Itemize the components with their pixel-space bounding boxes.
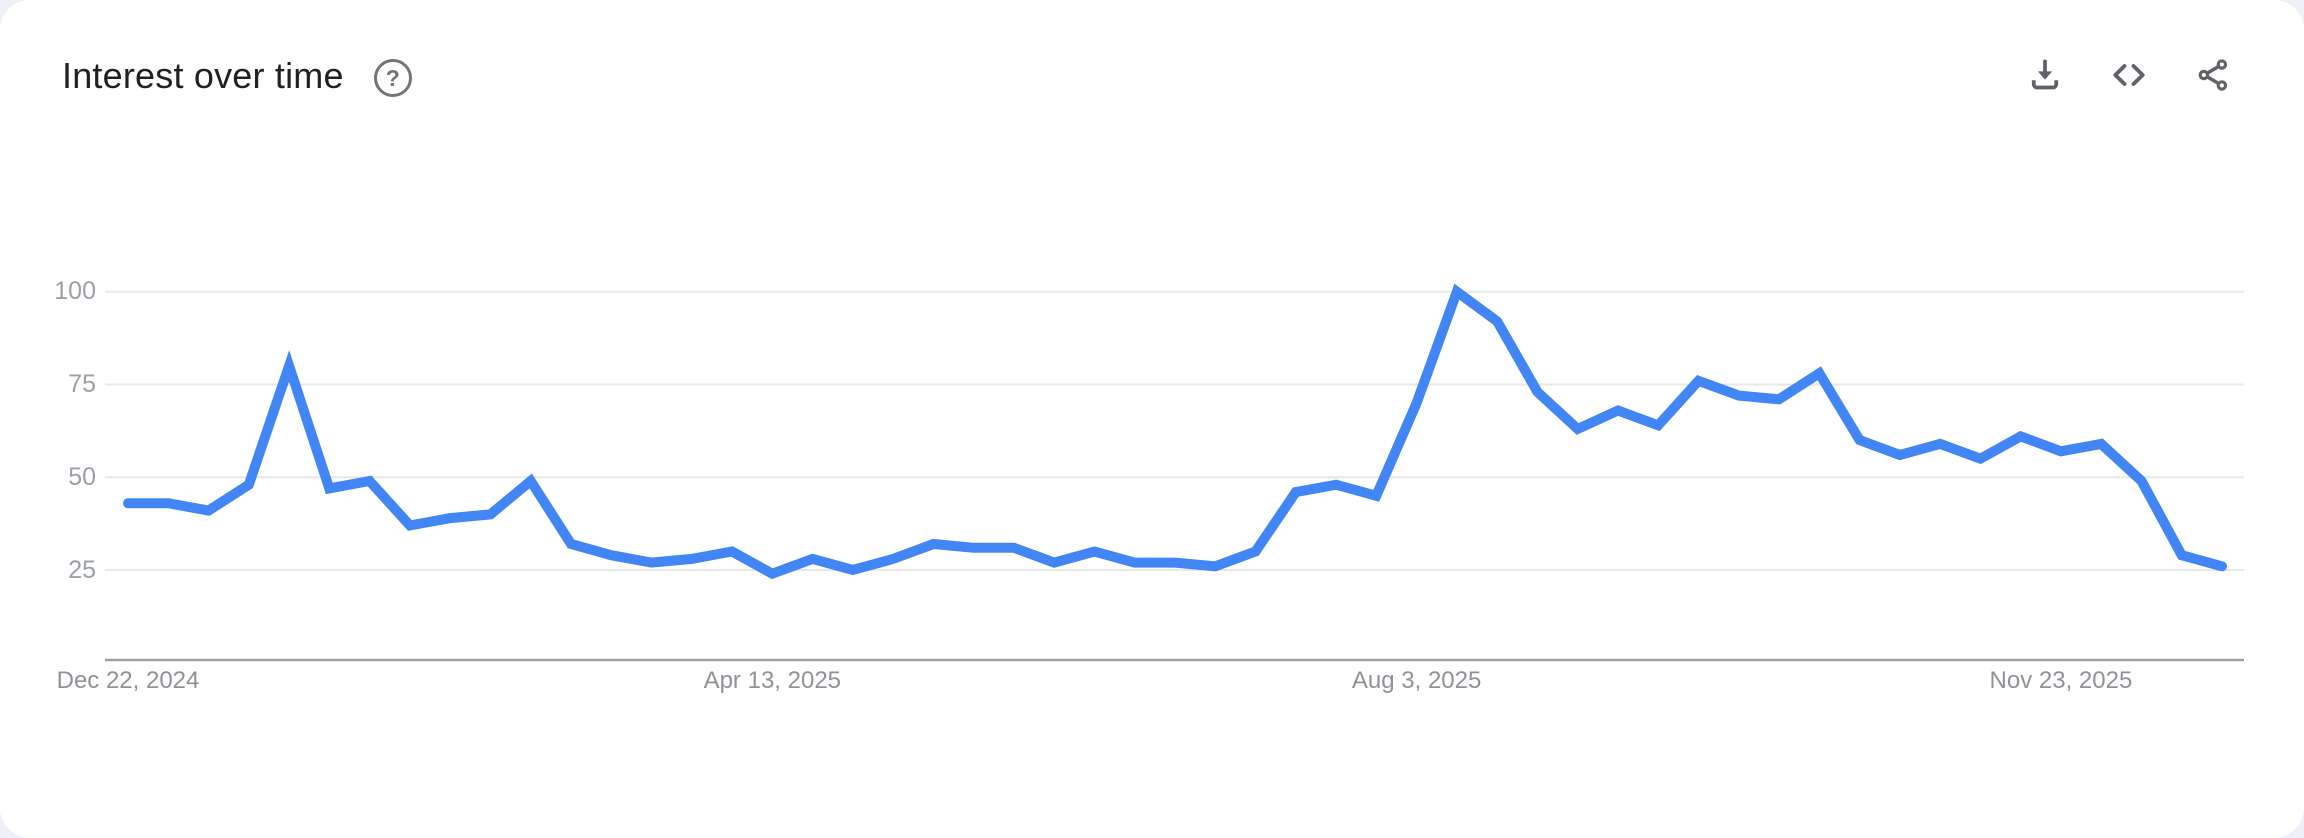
share-icon	[2194, 55, 2232, 95]
download-icon	[2026, 55, 2064, 95]
y-tick-label-25: 25	[68, 555, 96, 584]
trend-line	[123, 283, 2227, 580]
embed-button[interactable]	[2109, 54, 2149, 96]
share-button[interactable]	[2193, 54, 2233, 96]
page-title: Interest over time	[62, 55, 344, 96]
y-tick-label-50: 50	[68, 462, 96, 491]
y-tick-label-100: 100	[54, 277, 96, 306]
x-tick-label: Dec 22, 2024	[56, 667, 200, 694]
x-tick-label: Aug 3, 2025	[1351, 667, 1482, 694]
x-tick-label: Nov 23, 2025	[1989, 667, 2133, 694]
code-icon	[2108, 55, 2150, 95]
x-tick-label: Apr 13, 2025	[703, 667, 842, 694]
help-icon[interactable]: ?	[373, 59, 412, 97]
chart-toolbar	[2025, 54, 2233, 96]
download-button[interactable]	[2025, 54, 2065, 96]
y-tick-label-75: 75	[68, 369, 96, 398]
card-header: Interest over time ?	[62, 53, 412, 99]
